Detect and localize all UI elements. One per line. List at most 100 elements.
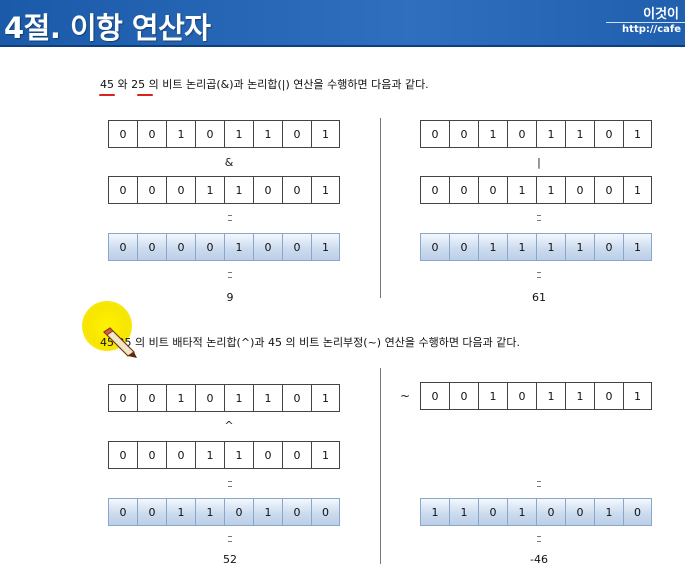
bit-cell: 1 [311,384,340,412]
bit-cell: 1 [565,120,594,148]
column-divider-top [380,118,381,298]
bit-cell: 0 [449,382,478,410]
bit-cell: 0 [195,233,224,261]
bit-cell: 0 [478,176,507,204]
equals-mark [537,215,541,221]
bit-cell: 0 [195,384,224,412]
equals-mark [537,481,541,487]
bit-cell: 0 [253,176,282,204]
section1-description: 45 와 25 의 비트 논리곱(&)과 논리합(|) 연산을 수행하면 다음과… [100,76,429,92]
bit-cell: 0 [166,176,195,204]
bit-cell: 1 [311,233,340,261]
bit-cell: 1 [536,176,565,204]
bit-cell: 1 [224,441,253,469]
bit-cell: 0 [623,498,652,526]
bit-cell: 0 [594,233,623,261]
bit-cell: 1 [224,176,253,204]
bit-cell: 1 [478,233,507,261]
bit-cell: 0 [282,441,311,469]
bit-cell: 1 [507,176,536,204]
bit-cell: 1 [166,384,195,412]
or-operator: | [537,156,541,169]
bit-cell: 1 [623,176,652,204]
bit-cell: 0 [311,498,340,526]
bit-cell: 1 [420,498,449,526]
bit-cell: 1 [253,498,282,526]
bit-cell: 0 [282,176,311,204]
bit-cell: 0 [420,233,449,261]
bit-cell: 1 [253,120,282,148]
bit-cell: 0 [166,233,195,261]
bit-cell: 0 [137,233,166,261]
equals-mark [228,272,232,278]
bit-cell: 0 [449,176,478,204]
bit-cell: 0 [420,176,449,204]
bit-cell: 0 [253,441,282,469]
and-decimal-result: 9 [226,291,234,304]
equals-mark [228,215,232,221]
bit-cell: 0 [282,233,311,261]
bit-cell: 0 [282,120,311,148]
bit-cell: 1 [565,382,594,410]
bit-cell: 1 [166,498,195,526]
desc-number-45: 45 [100,78,114,91]
equals-mark [537,536,541,542]
bit-cell: 0 [195,120,224,148]
not-operator: ~ [400,389,411,403]
bit-cell: 1 [536,382,565,410]
bit-cell: 0 [166,441,195,469]
desc-text: 25 의 비트 배타적 논리합(^)과 45 의 비트 논리부정(~) 연산을 … [114,336,521,349]
bit-cell: 1 [623,120,652,148]
bit-cell: 1 [195,498,224,526]
bit-cell: 0 [507,120,536,148]
bit-cell: 0 [565,498,594,526]
bit-cell: 0 [449,233,478,261]
bit-cell: 1 [311,176,340,204]
bit-cell: 1 [224,384,253,412]
bit-cell: 1 [311,441,340,469]
bit-cell: 0 [108,233,137,261]
bit-cell: 1 [166,120,195,148]
section2-description: 45 25 의 비트 배타적 논리합(^)과 45 의 비트 논리부정(~) 연… [100,334,520,350]
bit-cell: 1 [536,233,565,261]
bit-cell: 0 [108,498,137,526]
bit-cell: 1 [195,441,224,469]
bit-cell: 0 [594,120,623,148]
bit-cell: 0 [478,498,507,526]
bit-cell: 0 [507,382,536,410]
not-decimal-result: -46 [530,553,548,566]
equals-mark [537,272,541,278]
bit-cell: 0 [420,120,449,148]
slide-title: 4절. 이항 연산자 [4,11,211,45]
bit-cell: 0 [282,384,311,412]
bit-cell: 1 [478,382,507,410]
bit-cell: 1 [195,176,224,204]
bit-cell: 1 [311,120,340,148]
bit-cell: 0 [137,176,166,204]
bit-cell: 1 [536,120,565,148]
equals-mark [228,536,232,542]
and-operator: & [224,156,234,169]
bit-cell: 1 [449,498,478,526]
logo-divider [606,22,685,23]
bit-cell: 0 [108,176,137,204]
bit-cell: 0 [536,498,565,526]
xor-decimal-result: 52 [223,553,237,566]
bit-cell: 0 [137,498,166,526]
bit-cell: 0 [108,384,137,412]
bit-cell: 0 [420,382,449,410]
bit-cell: 1 [623,233,652,261]
logo-url: http://cafe [622,24,681,35]
bit-cell: 1 [253,384,282,412]
desc-text: 의 비트 논리곱(&)과 논리합(|) 연산을 수행하면 다음과 같다. [145,78,429,91]
